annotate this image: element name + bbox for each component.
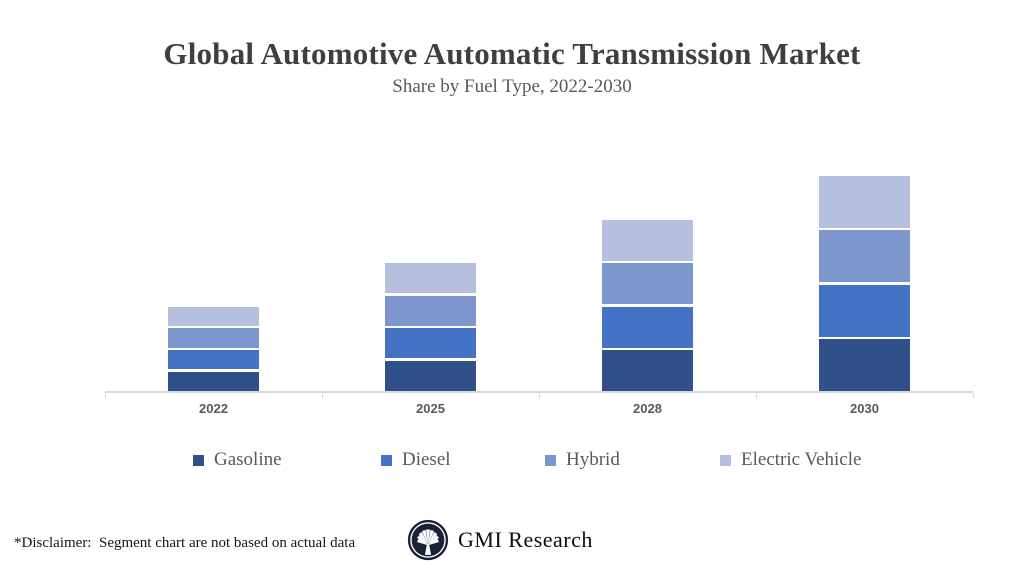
stacked-bar-2025: [385, 263, 476, 391]
bar-slot-2030: [756, 150, 973, 391]
legend-label: Hybrid: [566, 449, 620, 470]
x-axis-tick: [105, 393, 106, 398]
segment-hybrid: [385, 295, 476, 326]
legend-item-diesel: Diesel: [381, 449, 451, 471]
segment-gasoline: [819, 339, 910, 391]
x-axis-label-2022: 2022: [199, 401, 228, 416]
x-axis-tick: [756, 393, 757, 398]
legend-label: Gasoline: [214, 449, 282, 470]
segment-gasoline: [602, 350, 693, 391]
segment-gasoline: [385, 360, 476, 391]
legend-item-hybrid: Hybrid: [545, 449, 620, 471]
bar-slot-2025: [322, 150, 539, 391]
legend-swatch-icon: [381, 454, 392, 466]
x-axis-tick: [539, 393, 540, 398]
x-axis-label-2025: 2025: [416, 401, 445, 416]
segment-diesel: [385, 328, 476, 359]
stacked-bar-2030: [819, 176, 910, 391]
segment-diesel: [819, 284, 910, 337]
legend-item-gasoline: Gasoline: [193, 449, 282, 471]
legend-swatch-icon: [720, 454, 731, 466]
stacked-bar-chart: [105, 150, 974, 398]
x-axis-tick: [973, 393, 974, 398]
segment-gasoline: [168, 371, 259, 391]
legend-label: Diesel: [402, 449, 451, 470]
disclaimer-text: *Disclaimer: Segment chart are not based…: [14, 535, 356, 551]
bars-area: [105, 150, 973, 391]
chart-legend: Gasoline Diesel Hybrid Electric Vehicle: [0, 449, 1024, 473]
stacked-bar-2022: [168, 306, 259, 391]
segment-hybrid: [602, 263, 693, 304]
x-axis-tick: [322, 393, 323, 398]
bar-slot-2028: [539, 150, 756, 391]
page-title: Global Automotive Automatic Transmission…: [163, 36, 861, 71]
segment-hybrid: [168, 328, 259, 348]
stacked-bar-2028: [602, 219, 693, 391]
brand-logo: GMI Research: [407, 519, 593, 561]
legend-swatch-icon: [545, 454, 556, 466]
legend-swatch-icon: [193, 454, 204, 466]
segment-diesel: [602, 306, 693, 348]
segment-electric-vehicle: [385, 263, 476, 294]
brand-name: GMI Research: [458, 527, 593, 552]
x-axis-label-2028: 2028: [633, 401, 662, 416]
segment-diesel: [168, 350, 259, 370]
page-subtitle: Share by Fuel Type, 2022-2030: [392, 76, 632, 97]
segment-hybrid: [819, 230, 910, 283]
legend-item-electric-vehicle: Electric Vehicle: [720, 449, 861, 471]
palm-emblem-icon: [407, 519, 449, 561]
x-axis-label-2030: 2030: [850, 401, 879, 416]
bar-slot-2022: [105, 150, 322, 391]
segment-electric-vehicle: [819, 176, 910, 228]
legend-label: Electric Vehicle: [741, 449, 862, 470]
segment-electric-vehicle: [168, 306, 259, 326]
x-axis-labels: 2022 2025 2028 2030: [105, 401, 973, 416]
segment-electric-vehicle: [602, 219, 693, 261]
x-axis-line: [105, 391, 973, 393]
